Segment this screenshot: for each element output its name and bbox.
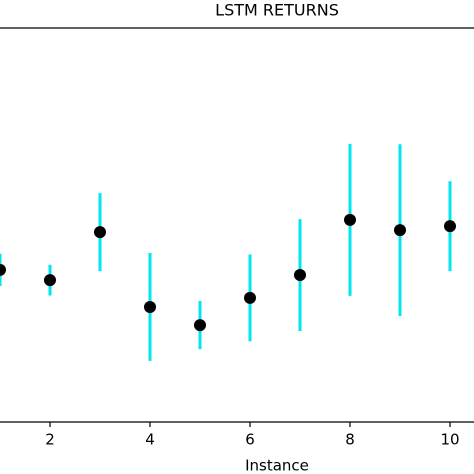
point	[144, 300, 156, 313]
point	[344, 213, 356, 226]
point	[194, 319, 206, 332]
point	[0, 263, 6, 276]
point	[244, 291, 256, 304]
x-tick-label: 8	[345, 431, 355, 449]
x-axis-label: Instance	[245, 457, 309, 474]
point	[94, 226, 106, 239]
point	[294, 269, 306, 282]
x-tick-label: 4	[145, 431, 155, 449]
x-tick-label: 6	[245, 431, 255, 449]
x-tick-label: 2	[45, 431, 55, 449]
x-tick-label: 10	[440, 431, 459, 449]
chart-title: LSTM RETURNS	[215, 1, 339, 20]
point	[444, 220, 456, 233]
point	[394, 224, 406, 237]
point	[44, 274, 56, 287]
